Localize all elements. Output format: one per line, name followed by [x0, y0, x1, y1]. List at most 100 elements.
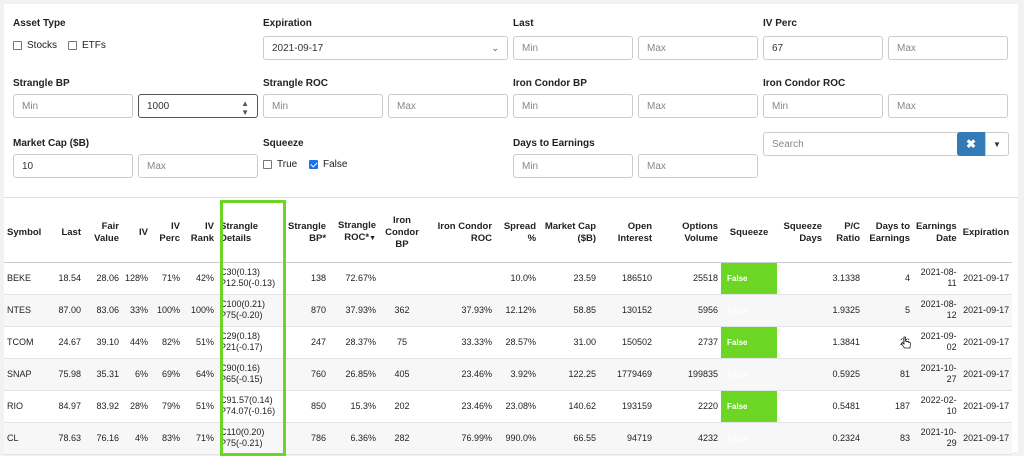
iron-condor-roc-max-input[interactable]: Max — [888, 94, 1008, 118]
cell-pc-ratio: 3.1338 — [825, 262, 864, 295]
col-market-cap[interactable]: Market Cap ($B) — [539, 204, 600, 263]
cell-strangle-details: C110(0.20) P75(-0.21) — [217, 422, 282, 455]
cell-squeeze-days — [777, 294, 826, 327]
iv-perc-min-input[interactable]: 67 — [763, 36, 883, 60]
strangle-bp-label: Strangle BP — [13, 78, 70, 89]
cell-market-cap: 66.55 — [539, 422, 600, 455]
col-squeeze[interactable]: Squeeze — [721, 204, 778, 263]
table-row[interactable]: BEKE 18.54 28.06 128% 71% 42% C30(0.13) P12.50(… — [4, 262, 1013, 295]
etfs-checkbox[interactable]: ETFs — [68, 40, 106, 51]
earnings-date-line-1: 2021-10- — [920, 427, 957, 437]
strangle-roc-min-input[interactable]: Min — [263, 94, 383, 118]
market-cap-min-input[interactable]: 10 — [13, 154, 133, 178]
cell-iv-rank: 42% — [183, 262, 218, 295]
table-row[interactable]: SNAP 75.98 35.31 6% 69% 64% C90(0.16) P65(-0.15… — [4, 358, 1013, 391]
col-iv-rank[interactable]: IV Rank — [183, 204, 218, 263]
table-body: BEKE 18.54 28.06 128% 71% 42% C30(0.13) P12.50(… — [4, 262, 1013, 455]
col-earnings-date[interactable]: Earnings Date — [913, 204, 960, 263]
clear-search-button[interactable]: ✖ — [957, 132, 985, 156]
squeeze-false-checkbox[interactable]: False — [309, 159, 347, 170]
col-squeeze-days[interactable]: Squeeze Days — [777, 204, 826, 263]
table-row[interactable]: NTES 87.00 83.06 33% 100% 100% C100(0.21) P75(-… — [4, 294, 1013, 327]
cell-expiration: 2021-09-17 — [959, 422, 1013, 455]
cell-strangle-bp: 786 — [281, 422, 330, 455]
strangle-call: C100(0.21) — [220, 299, 266, 309]
divider — [4, 197, 1018, 198]
col-strangle-details[interactable]: Strangle Details — [217, 204, 282, 263]
squeeze-true-checkbox-box[interactable] — [263, 160, 272, 169]
etfs-checkbox-box[interactable] — [68, 41, 77, 50]
search-input[interactable]: Search — [763, 132, 959, 156]
iv-perc-max-input[interactable]: Max — [888, 36, 1008, 60]
strangle-call: C30(0.13) — [220, 267, 261, 277]
cell-days-to-earnings: 5 — [863, 294, 914, 327]
col-spread[interactable]: Spread % — [495, 204, 540, 263]
col-iron-condor-roc[interactable]: Iron Condor ROC — [425, 204, 496, 263]
days-to-earnings-max-input[interactable]: Max — [638, 154, 758, 178]
market-cap-label: Market Cap ($B) — [13, 138, 90, 149]
cell-open-interest: 193159 — [599, 390, 656, 423]
cell-iv: 28% — [122, 390, 152, 423]
col-days-to-earnings[interactable]: Days to Earnings — [863, 204, 914, 263]
strangle-bp-max-input[interactable]: 1000 ▲ ▼ — [138, 94, 258, 118]
col-last[interactable]: Last — [48, 204, 84, 263]
cell-last: 18.54 — [48, 262, 84, 295]
cell-squeeze-days — [777, 390, 826, 423]
iron-condor-roc-min-input[interactable]: Min — [763, 94, 883, 118]
stocks-checkbox-box[interactable] — [13, 41, 22, 50]
cell-pc-ratio: 0.2324 — [825, 422, 864, 455]
squeeze-true-label: True — [277, 159, 298, 170]
col-pc-ratio[interactable]: P/C Ratio — [825, 204, 864, 263]
col-expiration[interactable]: Expiration — [959, 204, 1013, 263]
cell-iv-perc: 79% — [151, 390, 184, 423]
iron-condor-bp-min-input[interactable]: Min — [513, 94, 633, 118]
cell-days-to-earnings: 81 — [863, 358, 914, 391]
stocks-checkbox-label: Stocks — [27, 40, 58, 51]
cell-symbol: BEKE — [4, 262, 48, 295]
cell-spread: 12.12% — [495, 294, 540, 327]
last-min-input[interactable]: Min — [513, 36, 633, 60]
strangle-put: P21(-0.17) — [220, 342, 263, 352]
cell-market-cap: 23.59 — [539, 262, 600, 295]
spinner-icon[interactable]: ▲ ▼ — [241, 99, 249, 117]
strangle-bp-min-input[interactable]: Min — [13, 94, 133, 118]
cell-iv-perc: 82% — [151, 326, 184, 359]
col-fair-value[interactable]: Fair Value — [84, 204, 122, 263]
earnings-date-line-2: 02 — [946, 342, 957, 352]
cell-expiration: 2021-09-17 — [959, 358, 1013, 391]
cell-fair-value: 76.16 — [84, 422, 122, 455]
col-iv[interactable]: IV — [122, 204, 152, 263]
cell-days-to-earnings: 83 — [863, 422, 914, 455]
days-to-earnings-min-input[interactable]: Min — [513, 154, 633, 178]
table-row[interactable]: RIO 84.97 83.92 28% 79% 51% C91.57(0.14) P74.07… — [4, 390, 1013, 423]
cell-open-interest: 94719 — [599, 422, 656, 455]
col-strangle-roc[interactable]: Strangle ROC*▼ — [329, 204, 380, 263]
cell-strangle-roc: 6.36% — [329, 422, 380, 455]
stocks-checkbox[interactable]: Stocks — [13, 40, 57, 51]
cell-earnings-date: 2021-08- 11 — [913, 262, 960, 295]
last-max-input[interactable]: Max — [638, 36, 758, 60]
squeeze-true-checkbox[interactable]: True — [263, 159, 297, 170]
squeeze-false-checkbox-box[interactable] — [309, 160, 318, 169]
col-iv-perc[interactable]: IV Perc — [151, 204, 184, 263]
col-options-volume[interactable]: Options Volume — [655, 204, 722, 263]
expiration-select[interactable]: 2021-09-17 ⌄ — [263, 36, 508, 60]
table-row[interactable]: CL 78.63 76.16 4% 83% 71% C110(0.20) P75(-0.21)… — [4, 422, 1013, 455]
days-to-earnings-label: Days to Earnings — [513, 138, 595, 149]
search-options-dropdown[interactable]: ▼ — [985, 132, 1009, 156]
iron-condor-bp-max-input[interactable]: Max — [638, 94, 758, 118]
strangle-roc-max-input[interactable]: Max — [388, 94, 508, 118]
market-cap-max-input[interactable]: Max — [138, 154, 258, 178]
cell-options-volume: 25518 — [655, 262, 722, 295]
cell-fair-value: 35.31 — [84, 358, 122, 391]
col-strangle-bp[interactable]: Strangle BP* — [281, 204, 330, 263]
cell-squeeze-days — [777, 422, 826, 455]
col-iron-condor-bp[interactable]: Iron Condor BP — [379, 204, 426, 263]
strangle-call: C90(0.16) — [220, 363, 261, 373]
close-icon: ✖ — [965, 137, 977, 151]
earnings-date-line-1: 2021-08- — [920, 267, 957, 277]
table-row[interactable]: TCOM 24.67 39.10 44% 82% 51% C29(0.18) P21(-0.1… — [4, 326, 1013, 359]
col-symbol[interactable]: Symbol — [4, 204, 48, 263]
col-open-interest[interactable]: Open Interest — [599, 204, 656, 263]
cell-last: 87.00 — [48, 294, 84, 327]
